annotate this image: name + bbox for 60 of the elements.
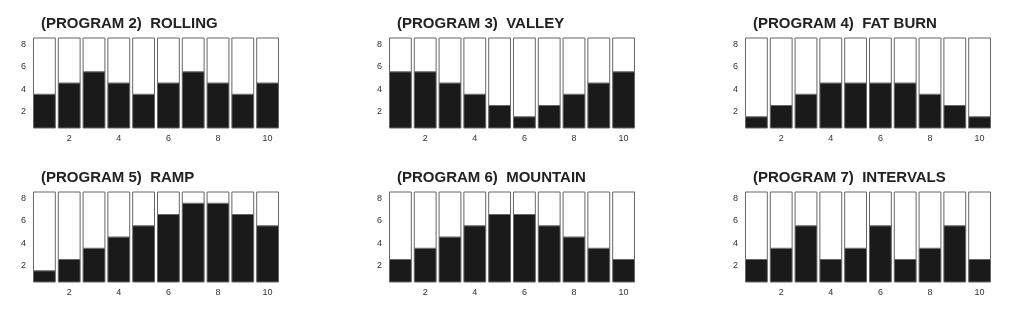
- chart-title: (PROGRAM 5) RAMP: [41, 168, 195, 185]
- y-tick-label: 6: [732, 61, 738, 72]
- y-tick-label: 2: [732, 106, 738, 117]
- y-tick-label: 4: [376, 83, 382, 94]
- x-tick-label: 8: [571, 286, 577, 297]
- y-tick-label: 8: [20, 38, 26, 49]
- x-tick-label: 8: [571, 132, 577, 143]
- y-tick-label: 6: [376, 215, 382, 226]
- y-tick-label: 6: [20, 61, 26, 72]
- x-tick-label: 8: [927, 286, 933, 297]
- y-tick-label: 2: [376, 260, 382, 271]
- x-tick-label: 10: [262, 286, 273, 297]
- y-tick-label: 4: [732, 83, 738, 94]
- y-tick-label: 2: [20, 260, 26, 271]
- chart-title: (PROGRAM 7) INTERVALS: [753, 168, 946, 185]
- x-tick-label: 6: [877, 286, 883, 297]
- x-tick-label: 4: [828, 132, 834, 143]
- y-tick-label: 6: [732, 215, 738, 226]
- y-tick-label: 2: [732, 260, 738, 271]
- y-tick-label: 6: [376, 61, 382, 72]
- x-tick-label: 10: [974, 286, 985, 297]
- x-tick-label: 10: [974, 132, 985, 143]
- y-tick-label: 8: [732, 192, 738, 203]
- y-tick-label: 8: [20, 192, 26, 203]
- y-tick-label: 6: [20, 215, 26, 226]
- x-tick-label: 8: [215, 286, 221, 297]
- x-tick-label: 4: [828, 286, 834, 297]
- x-tick-label: 2: [422, 132, 428, 143]
- x-tick-label: 2: [66, 132, 72, 143]
- y-tick-label: 4: [732, 237, 738, 248]
- x-tick-label: 10: [262, 132, 273, 143]
- x-tick-label: 6: [521, 132, 527, 143]
- chart-title: (PROGRAM 6) MOUNTAIN: [397, 168, 586, 185]
- y-tick-label: 8: [376, 38, 382, 49]
- y-tick-label: 2: [20, 106, 26, 117]
- x-tick-label: 4: [116, 286, 122, 297]
- y-tick-label: 8: [376, 192, 382, 203]
- x-tick-label: 2: [422, 286, 428, 297]
- y-tick-label: 4: [20, 237, 26, 248]
- x-tick-label: 8: [927, 132, 933, 143]
- x-tick-label: 6: [521, 286, 527, 297]
- x-tick-label: 8: [215, 132, 221, 143]
- y-tick-label: 4: [20, 83, 26, 94]
- x-tick-label: 4: [472, 132, 478, 143]
- x-tick-label: 2: [66, 286, 72, 297]
- y-tick-label: 8: [732, 38, 738, 49]
- x-tick-label: 2: [778, 286, 784, 297]
- x-tick-label: 6: [165, 286, 171, 297]
- x-tick-label: 2: [778, 132, 784, 143]
- x-tick-label: 6: [165, 132, 171, 143]
- y-tick-label: 4: [376, 237, 382, 248]
- y-tick-label: 2: [376, 106, 382, 117]
- x-tick-label: 4: [116, 132, 122, 143]
- x-tick-label: 10: [618, 286, 629, 297]
- x-tick-label: 4: [472, 286, 478, 297]
- x-tick-label: 6: [877, 132, 883, 143]
- chart-title: (PROGRAM 2) ROLLING: [41, 14, 218, 31]
- chart-title: (PROGRAM 3) VALLEY: [397, 14, 565, 31]
- x-tick-label: 10: [618, 132, 629, 143]
- chart-title: (PROGRAM 4) FAT BURN: [753, 14, 937, 31]
